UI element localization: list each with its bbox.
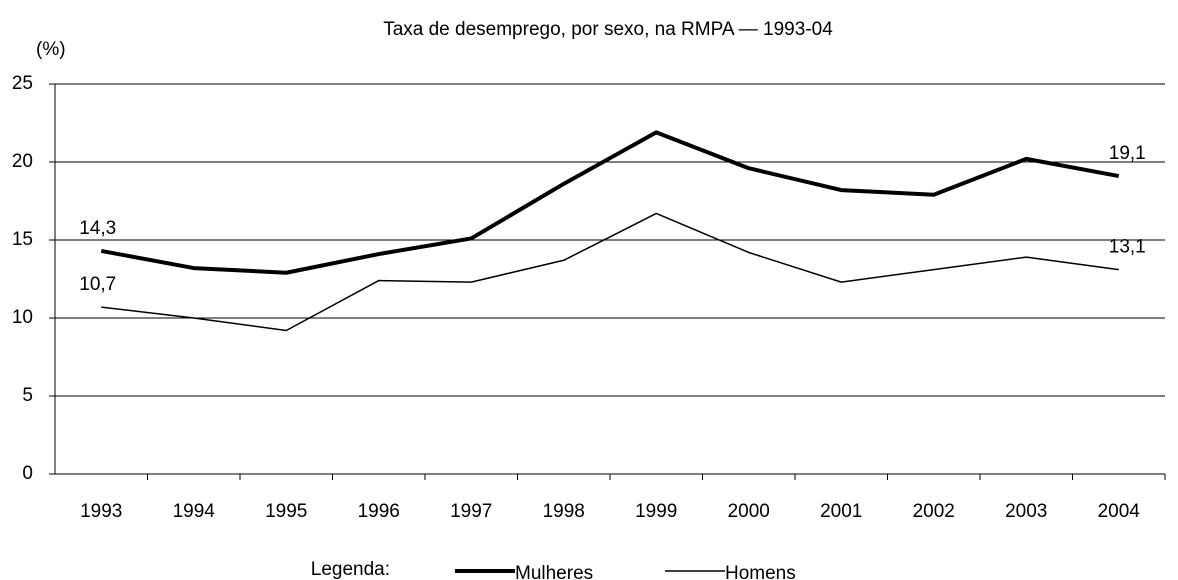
data-label: 14,3 — [79, 218, 116, 239]
legend-label: Homens — [725, 563, 796, 580]
x-tick-label: 1998 — [543, 501, 585, 522]
x-tick-label: 1993 — [80, 501, 122, 522]
x-tick-label: 2003 — [1005, 501, 1047, 522]
y-tick-label: 20 — [12, 151, 33, 172]
data-label: 10,7 — [79, 274, 116, 295]
y-tick-label: 25 — [12, 73, 33, 94]
legend-label: Mulheres — [515, 563, 593, 580]
y-tick-label: 5 — [22, 385, 33, 406]
x-tick-label: 2000 — [728, 501, 770, 522]
y-axis-label: (%) — [36, 39, 66, 60]
y-tick-label: 15 — [12, 229, 33, 250]
x-tick-label: 2001 — [820, 501, 862, 522]
data-label: 19,1 — [1109, 143, 1146, 164]
y-tick-label: 0 — [22, 463, 33, 484]
y-tick-label: 10 — [12, 307, 33, 328]
series-line — [101, 212, 1119, 332]
x-tick-label: 1994 — [173, 501, 216, 522]
data-label: 13,1 — [1109, 237, 1146, 258]
x-tick-label: 1996 — [358, 501, 400, 522]
chart-title: Taxa de desemprego, por sexo, na RMPA — … — [383, 19, 833, 40]
series-line — [100, 130, 1120, 275]
x-tick-label: 2002 — [913, 501, 955, 522]
x-tick-label: 2004 — [1098, 501, 1141, 522]
x-tick-label: 1997 — [450, 501, 492, 522]
x-tick-label: 1995 — [265, 501, 307, 522]
legend-title: Legenda: — [311, 559, 390, 580]
x-tick-label: 1999 — [635, 501, 677, 522]
